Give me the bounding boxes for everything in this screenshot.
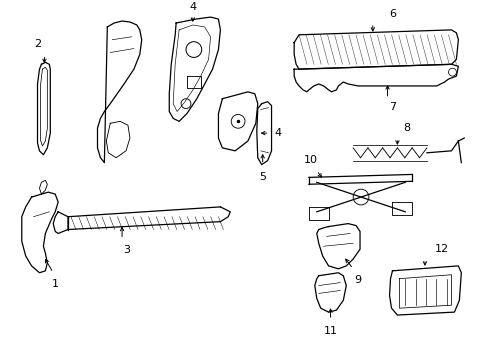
Text: 9: 9 [354,275,361,285]
Text: 5: 5 [259,172,265,183]
Text: 4: 4 [189,2,196,12]
Text: 3: 3 [123,245,130,255]
Text: 6: 6 [388,9,395,19]
Text: 8: 8 [403,123,410,133]
Text: 2: 2 [34,39,41,49]
Text: 1: 1 [52,279,59,289]
Text: 4: 4 [274,128,281,138]
Text: 11: 11 [323,326,337,336]
Text: 10: 10 [303,154,317,165]
Text: 7: 7 [388,102,395,112]
Text: 12: 12 [434,244,448,254]
